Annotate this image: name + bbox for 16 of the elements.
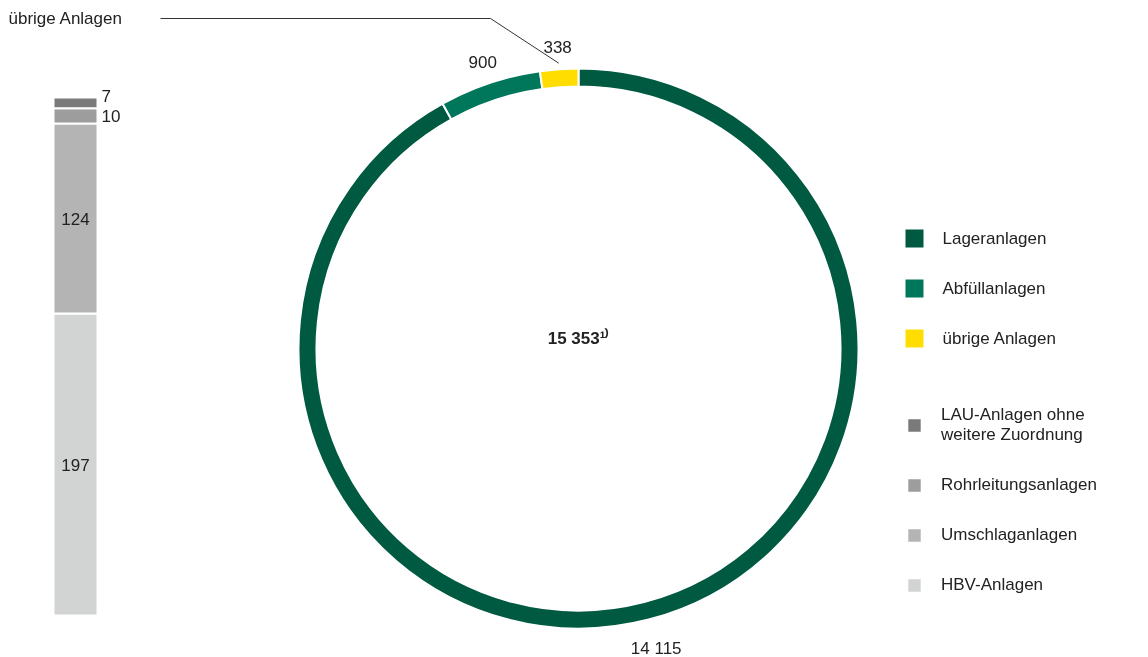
- legend-label: Abfüllanlagen: [942, 279, 1046, 298]
- legend-label: Umschlaganlagen: [941, 525, 1078, 545]
- legend-label: übrige Anlagen: [942, 329, 1056, 348]
- data-label: 338: [543, 38, 572, 58]
- legend-label: Lageranlagen: [942, 229, 1047, 248]
- legend-label: Rohrleitungsanlagen: [941, 475, 1097, 495]
- data-label: 14 115: [630, 639, 682, 657]
- data-label: 124: [61, 209, 90, 229]
- data-label: 197: [61, 455, 90, 475]
- data-label: 10: [101, 106, 121, 126]
- data-label: 900: [468, 53, 497, 73]
- chart-title: übrige Anlagen: [8, 9, 122, 28]
- legend-label: HBV-Anlagen: [941, 575, 1044, 595]
- legend-label: LAU-Anlagen ohne weitere Zuordnung: [941, 405, 1085, 445]
- data-label: 7: [101, 86, 111, 106]
- text: 15 353¹⁾: [547, 328, 610, 348]
